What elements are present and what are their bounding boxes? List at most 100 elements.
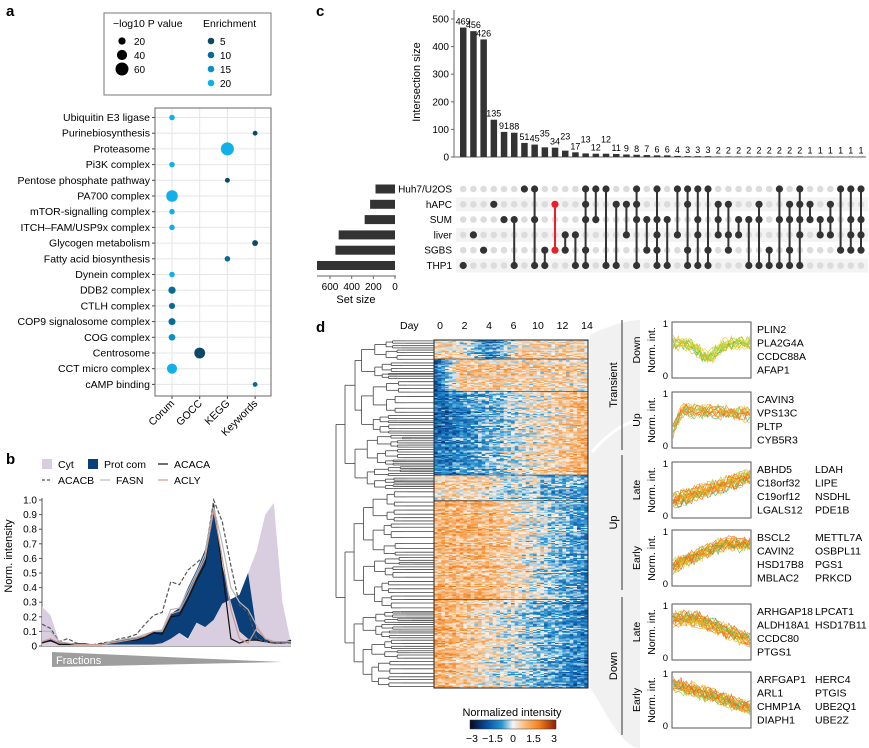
heatmap-cell	[492, 349, 497, 352]
heatmap-cell	[467, 371, 471, 373]
heatmap-cell	[481, 346, 486, 348]
heatmap-cell	[445, 386, 449, 388]
heatmap-cell	[445, 398, 449, 400]
heatmap-cell	[562, 392, 567, 395]
heatmap-cell	[540, 403, 545, 405]
heatmap-cell	[485, 345, 490, 347]
heatmap-cell	[434, 353, 438, 356]
heatmap-cell	[485, 415, 490, 417]
heatmap-cell	[489, 375, 493, 377]
heatmap-cell	[474, 362, 479, 364]
matrix-dot-filled	[694, 185, 702, 193]
intersection-label: 1	[838, 146, 843, 156]
heatmap-cell	[544, 348, 548, 350]
heatmap-cell	[434, 403, 438, 405]
matrix-dot-filled	[745, 261, 753, 270]
heatmap-cell	[518, 374, 523, 376]
heatmap-cell	[511, 400, 515, 402]
heatmap-cell	[456, 344, 460, 346]
heatmap-cell	[540, 384, 545, 386]
heatmap-cell	[573, 353, 578, 356]
heatmap-cell	[437, 379, 442, 382]
heatmap-cell	[492, 371, 497, 373]
heatmap-cell	[569, 381, 574, 384]
heatmap-cell	[514, 360, 519, 362]
heatmap-cell	[474, 414, 479, 416]
heatmap-cell	[569, 362, 574, 364]
heatmap-cell	[522, 411, 526, 414]
heatmap-cell	[463, 386, 468, 388]
heatmap-cell	[489, 386, 493, 388]
heatmap-cell	[525, 357, 530, 359]
heatmap-cell	[584, 405, 589, 407]
heatmap-cell	[463, 413, 468, 415]
heatmap-cell	[511, 373, 515, 375]
heatmap-cell	[470, 376, 475, 378]
intersection-bar	[572, 152, 579, 157]
heatmap-cell	[580, 399, 585, 401]
heatmap-cell	[573, 385, 578, 387]
heatmap-cell	[525, 406, 530, 408]
intersection-bar	[582, 153, 589, 157]
heatmap-cell	[547, 415, 552, 417]
heatmap-cell	[533, 378, 537, 381]
heatmap-cell	[584, 352, 589, 355]
heatmap-cell	[456, 384, 460, 386]
heatmap-cell	[489, 346, 493, 348]
heatmap-cell	[540, 371, 545, 373]
heatmap-cell	[558, 356, 563, 358]
heatmap-cell	[445, 356, 449, 358]
panel-label-c: c	[316, 3, 324, 20]
heatmap-cell	[448, 365, 453, 368]
heatmap-cell	[456, 379, 460, 382]
heatmap-cell	[441, 363, 446, 366]
heatmap-cell	[577, 407, 581, 410]
heatmap-cell	[525, 355, 530, 357]
heatmap-cell	[573, 374, 578, 376]
heatmap-cell	[529, 387, 534, 389]
heatmap-cell	[562, 364, 567, 367]
heatmap-cell	[503, 408, 508, 411]
heatmap-cell	[485, 381, 490, 384]
heatmap-cell	[577, 388, 581, 390]
heatmap-cell	[529, 359, 534, 361]
heatmap-cell	[544, 395, 548, 398]
heatmap-cell	[500, 365, 504, 368]
heatmap-cell	[536, 340, 541, 342]
heatmap-cell	[540, 370, 545, 372]
heatmap-cell	[470, 377, 475, 379]
heatmap-cell	[434, 347, 438, 349]
heatmap-cell	[562, 410, 567, 413]
heatmap-cell	[492, 378, 497, 381]
heatmap-cell	[500, 369, 504, 371]
heatmap-cell	[470, 340, 475, 342]
heatmap-cell	[569, 348, 574, 350]
heatmap-cell	[562, 404, 567, 406]
intersection-label: 2	[787, 145, 792, 155]
heatmap-cell	[485, 340, 490, 342]
heatmap-cell	[434, 386, 438, 388]
matrix-dot-filled	[806, 200, 814, 208]
heatmap-cell	[573, 356, 578, 358]
heatmap-cell	[489, 403, 493, 405]
heatmap-cell	[448, 349, 453, 352]
heatmap-cell	[456, 409, 460, 412]
heatmap-cell	[507, 393, 512, 396]
heatmap-cell	[573, 348, 578, 350]
heatmap-cell	[544, 363, 548, 366]
heatmap-cell	[514, 353, 519, 356]
heatmap-cell	[547, 411, 552, 414]
heatmap-cell	[507, 414, 512, 416]
heatmap-cell	[485, 341, 490, 343]
heatmap-cell	[558, 359, 563, 361]
heatmap-cell	[540, 344, 545, 346]
heatmap-cell	[562, 345, 567, 347]
heatmap-cell	[456, 352, 460, 355]
heatmap-cell	[478, 396, 482, 399]
heatmap-cell	[500, 415, 504, 417]
heatmap-cell	[456, 370, 460, 372]
heatmap-cell	[437, 416, 442, 418]
heatmap-cell	[492, 360, 497, 362]
heatmap-cell	[511, 404, 515, 406]
heatmap-cell	[511, 376, 515, 378]
